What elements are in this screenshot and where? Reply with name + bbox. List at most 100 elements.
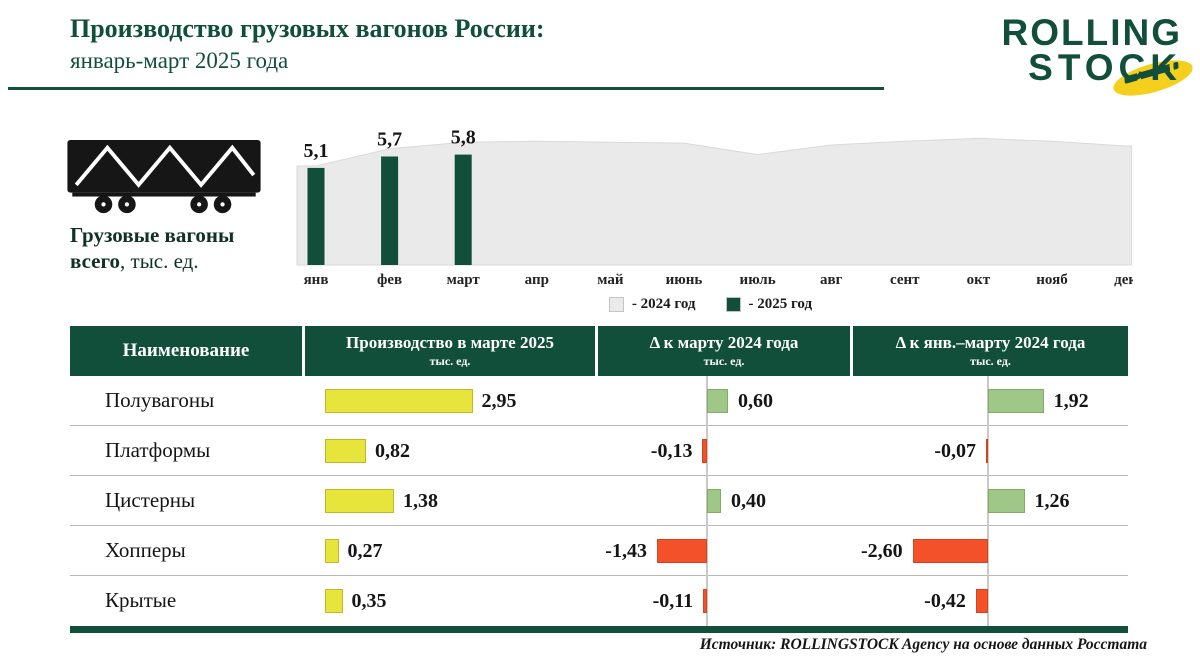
legend-swatch-2025	[725, 297, 741, 312]
table-row: Крытые 0,35 -0,11 -0,42	[70, 576, 1128, 626]
table-header-row: Наименование Производство в марте 2025 тыс…	[70, 326, 1128, 376]
month-label: апр	[525, 272, 549, 288]
row-name-cell: Платформы	[70, 426, 302, 475]
column-header-units: тыс. ед.	[429, 354, 471, 368]
row-name-cell: Хопперы	[70, 526, 302, 575]
rollingstock-logo: ROLLING STOCK	[972, 12, 1197, 103]
column-header-1: Наименование	[70, 326, 302, 376]
delta-march-cell: -0,13	[595, 426, 850, 475]
delta-march-value: -1,43	[605, 540, 647, 562]
column-header-title: Производство в марте 2025	[346, 333, 554, 352]
delta-march-bar	[656, 539, 707, 563]
bar-value-label: 5,1	[304, 140, 329, 162]
production-cell: 2,95	[302, 376, 595, 425]
delta-jan-march-value: -0,07	[934, 440, 976, 462]
legend-item-2025: - 2025 год	[725, 296, 813, 313]
production-bar	[325, 589, 343, 613]
title-block: Производство грузовых вагонов России: ян…	[70, 14, 544, 74]
chart-legend: - 2024 год - 2025 год	[288, 296, 1133, 313]
column-header-4: Δ к янв.–марту 2024 года тыс. ед.	[850, 326, 1128, 376]
page-title: Производство грузовых вагонов России:	[70, 14, 545, 43]
table-bottom-bar	[70, 626, 1128, 633]
chart-series-label-units: , тыс. ед.	[120, 249, 199, 274]
legend-swatch-2024	[608, 297, 624, 312]
column-header-2: Производство в марте 2025 тыс. ед.	[302, 326, 595, 376]
source-note: Источник: ROLLINGSTOCK Agency на основе …	[699, 636, 1147, 653]
delta-march-cell: -1,43	[595, 526, 850, 575]
bar-value-label: 5,7	[377, 129, 402, 151]
logo-text-rolling: ROLLING	[1001, 12, 1182, 53]
production-value: 0,27	[347, 540, 383, 562]
production-bar	[325, 389, 473, 413]
month-label: май	[597, 272, 624, 288]
month-label: нояб	[1036, 272, 1067, 288]
bar-2025	[381, 156, 399, 265]
table-body: Полувагоны 2,95 0,60 1,92 Платформы 0,82 -0,13…	[70, 376, 1128, 626]
delta-march-value: -0,13	[650, 440, 693, 462]
production-bar	[325, 439, 366, 463]
row-name-cell: Полувагоны	[70, 376, 302, 425]
wagon-bracing	[74, 144, 256, 188]
legend-item-2024: - 2024 год	[608, 296, 696, 313]
production-bar	[325, 539, 339, 563]
delta-jan-march-value: -2,60	[860, 540, 903, 562]
column-header-units: тыс. ед.	[703, 354, 745, 368]
production-table: Наименование Производство в марте 2025 тыс…	[70, 326, 1128, 633]
production-cell: 0,27	[302, 526, 595, 575]
delta-jan-march-bar	[975, 589, 988, 613]
row-name-cell: Цистерны	[70, 476, 302, 525]
month-label: июль	[740, 272, 776, 288]
production-cell: 1,38	[302, 476, 595, 525]
month-label: авг	[820, 272, 843, 288]
wheel-hub	[220, 202, 225, 207]
bar-value-label: 5,8	[451, 127, 476, 149]
area-2024	[296, 137, 1133, 266]
delta-jan-march-bar	[985, 439, 988, 463]
table-row: Полувагоны 2,95 0,60 1,92	[70, 376, 1128, 426]
wheel-hub	[196, 202, 202, 207]
delta-jan-march-cell: -0,07	[850, 426, 1128, 475]
wheel-hub	[124, 202, 130, 207]
logo-text-stock: STOCK	[1028, 47, 1182, 88]
page-subtitle: январь-март 2025 года	[70, 48, 289, 73]
table-row: Хопперы 0,27 -1,43 -2,60	[70, 526, 1128, 576]
production-value: 0,82	[375, 440, 410, 462]
month-label: сент	[890, 272, 920, 288]
bar-2025	[307, 167, 325, 265]
legend-label-2025: - 2025 год	[748, 296, 813, 312]
production-value: 0,35	[351, 590, 387, 612]
freight-wagon-icon	[67, 139, 261, 214]
column-header-title: Δ к янв.–марту 2024 года	[895, 333, 1086, 352]
month-label: март	[447, 272, 481, 288]
column-header-units: тыс. ед.	[970, 354, 1011, 368]
delta-march-cell: 0,60	[595, 376, 850, 425]
chart-series-label: Грузовые вагоны всего, тыс. ед.	[70, 222, 234, 275]
column-header-3: Δ к марту 2024 года тыс. ед.	[595, 326, 850, 376]
delta-march-bar	[707, 489, 721, 513]
wheel-hub	[101, 202, 106, 207]
delta-march-value: 0,60	[738, 390, 773, 412]
table-row: Цистерны 1,38 0,40 1,26	[70, 476, 1128, 526]
production-cell: 0,82	[302, 426, 595, 475]
delta-march-bar	[707, 389, 728, 413]
delta-jan-march-cell: 1,26	[850, 476, 1128, 525]
row-name: Хопперы	[105, 538, 186, 562]
month-label: фев	[377, 272, 402, 288]
delta-jan-march-cell: 1,92	[850, 376, 1128, 425]
month-label: окт	[967, 272, 991, 288]
delta-march-value: -0,11	[652, 590, 694, 612]
delta-jan-march-value: 1,26	[1034, 490, 1070, 512]
chart-series-label-line2-bold: всего	[70, 249, 121, 274]
legend-label-2024: - 2024 год	[631, 296, 696, 312]
production-value: 1,38	[403, 490, 438, 512]
month-label: июнь	[666, 272, 703, 288]
delta-jan-march-value: -0,42	[924, 590, 966, 612]
chart-series-label-line1: Грузовые вагоны	[70, 223, 235, 247]
delta-march-cell: 0,40	[595, 476, 850, 525]
column-header-title: Δ к марту 2024 года	[649, 333, 799, 352]
wagon-underframe	[72, 192, 256, 197]
row-name: Цистерны	[105, 488, 196, 512]
row-name: Крытые	[105, 588, 177, 612]
month-label: дек	[1114, 272, 1133, 288]
